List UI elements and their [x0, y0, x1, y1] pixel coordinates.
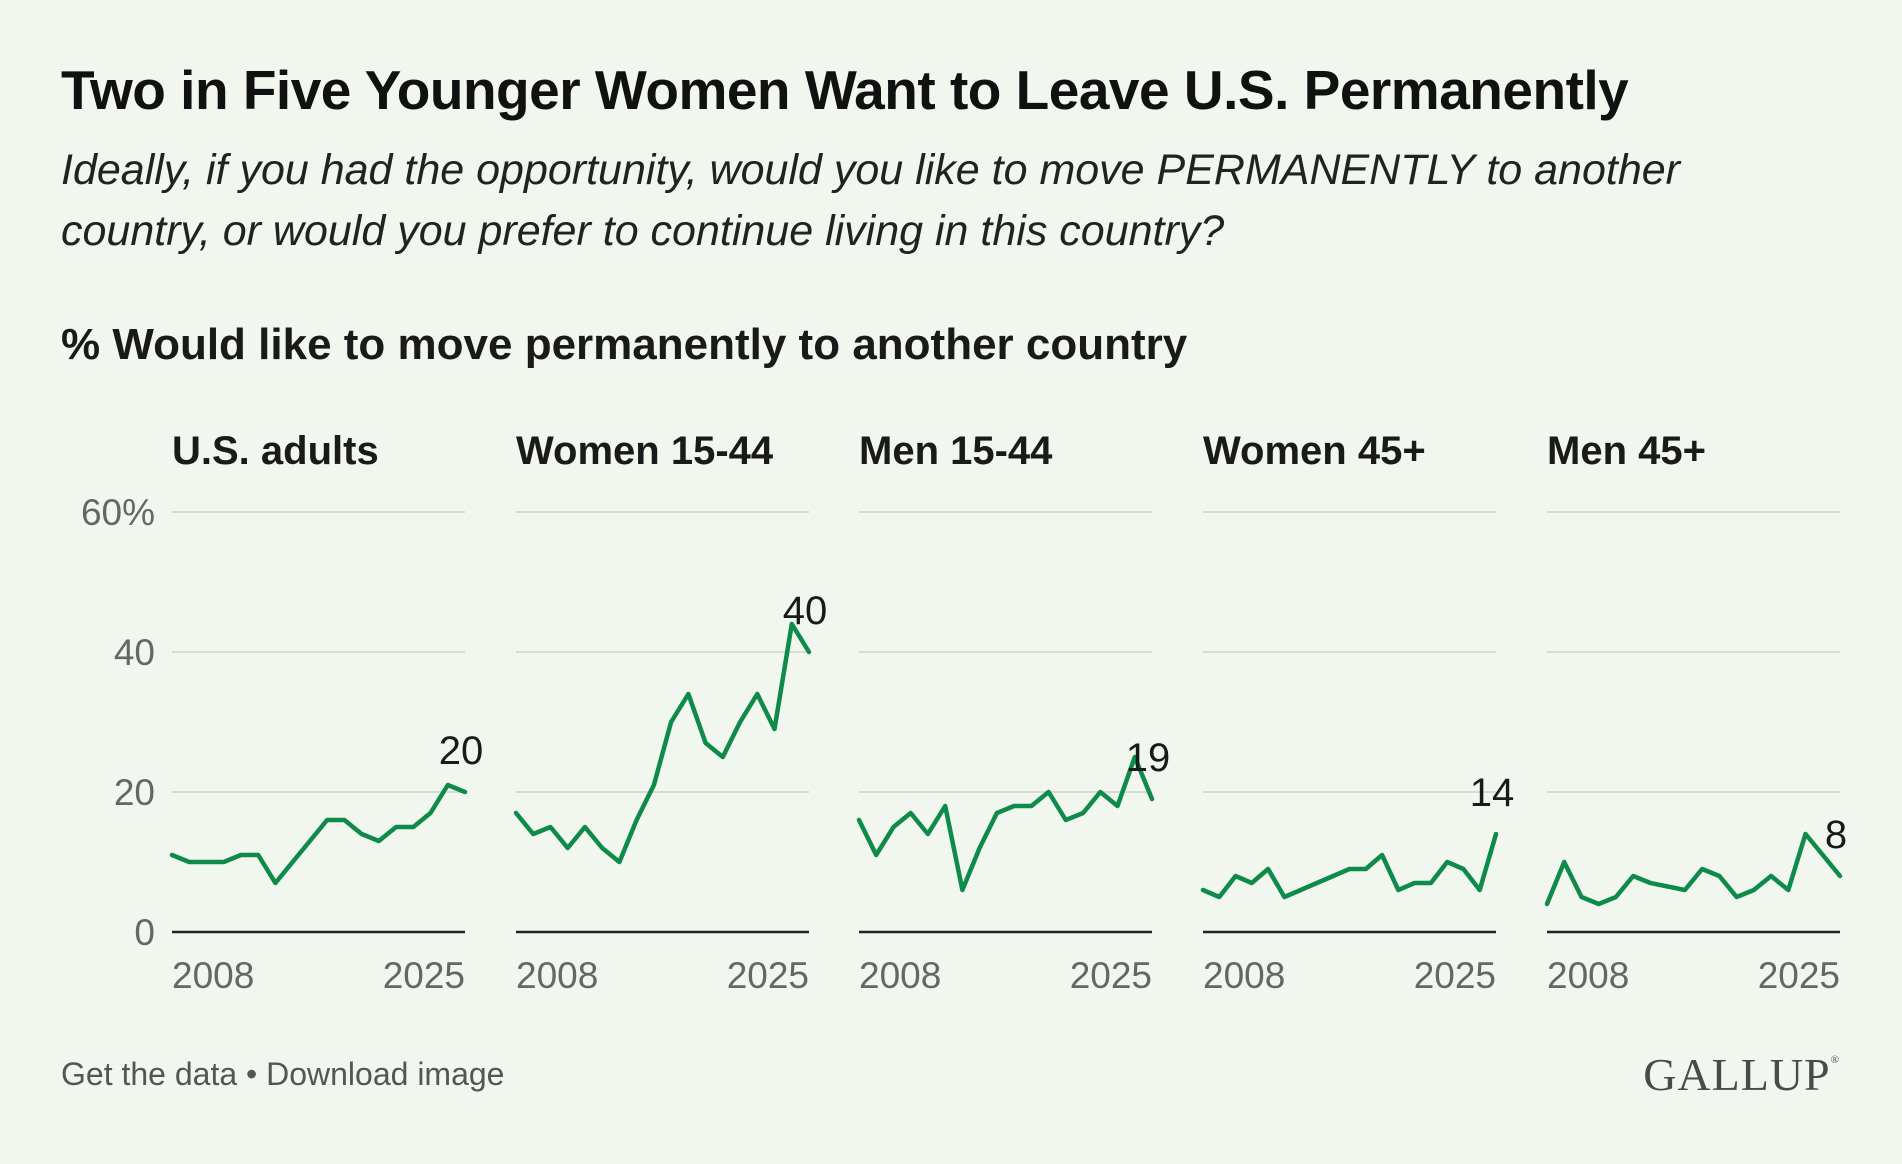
panel-title: U.S. adults — [172, 429, 379, 473]
measure-label: % Would like to move permanently to anot… — [61, 320, 1188, 369]
logo-text: GALLUP — [1643, 1049, 1831, 1100]
footer-links: Get the data • Download image — [61, 1056, 504, 1093]
x-tick-label: 2008 — [172, 955, 254, 996]
y-tick-label: 60% — [81, 492, 155, 533]
gallup-logo: GALLUP® — [1643, 1048, 1840, 1101]
end-value-label: 20 — [439, 729, 484, 773]
x-tick-label: 2008 — [1547, 955, 1629, 996]
download-image-link[interactable]: Download image — [266, 1056, 505, 1092]
series-line — [169, 782, 468, 886]
end-value-label: 40 — [783, 589, 828, 633]
series-line — [513, 621, 812, 865]
get-data-link[interactable]: Get the data — [61, 1056, 238, 1092]
end-value-label: 19 — [1126, 736, 1171, 780]
panel-title: Women 15-44 — [516, 429, 774, 473]
x-tick-label: 2025 — [1758, 955, 1840, 996]
x-tick-label: 2025 — [1414, 955, 1496, 996]
panel: Men 45+ 2008 2025 8 — [1544, 429, 1847, 996]
panel-title: Men 15-44 — [859, 429, 1053, 473]
series-line — [856, 754, 1155, 893]
x-tick-label: 2025 — [1070, 955, 1152, 996]
footer-separator: • — [237, 1056, 267, 1092]
x-tick-label: 2008 — [1203, 955, 1285, 996]
x-tick-label: 2008 — [859, 955, 941, 996]
x-tick-label: 2025 — [727, 955, 809, 996]
panel-title: Men 45+ — [1547, 429, 1706, 473]
panel: Women 15-44 2008 2025 40 — [513, 429, 828, 996]
x-tick-label: 2025 — [383, 955, 465, 996]
chart-title: Two in Five Younger Women Want to Leave … — [61, 59, 1629, 121]
x-tick-label: 2008 — [516, 955, 598, 996]
panel: U.S. adults 2008 2025 20 — [169, 429, 484, 996]
y-tick-label: 20 — [114, 772, 155, 813]
series-line — [1544, 831, 1843, 907]
y-tick-label: 40 — [114, 632, 155, 673]
series-line — [1200, 831, 1499, 900]
panel: Men 15-44 2008 2025 19 — [856, 429, 1171, 996]
panel: Women 45+ 2008 2025 14 — [1200, 429, 1515, 996]
y-tick-label: 0 — [134, 912, 155, 953]
panel-title: Women 45+ — [1203, 429, 1426, 473]
registered-mark: ® — [1830, 1054, 1840, 1066]
chart-subtitle: Ideally, if you had the opportunity, wou… — [61, 146, 1680, 255]
end-value-label: 14 — [1470, 771, 1515, 815]
end-value-label: 8 — [1825, 813, 1847, 857]
